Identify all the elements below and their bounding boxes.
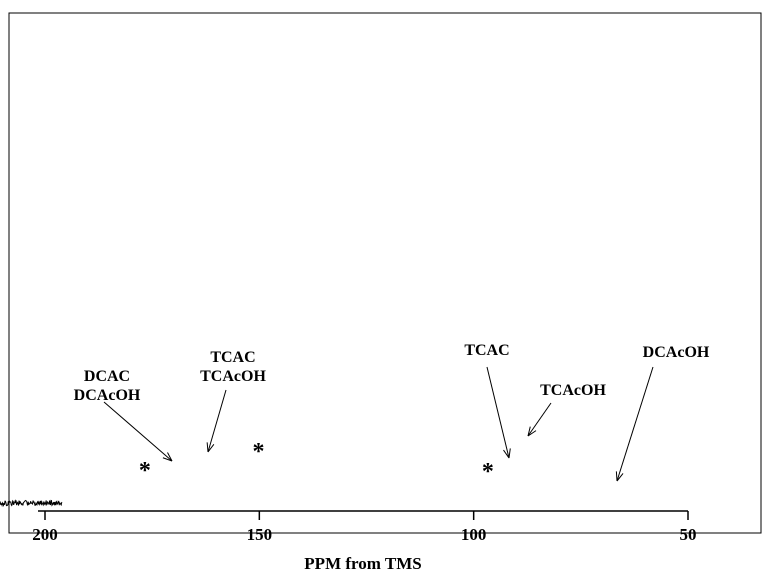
sideband-asterisk: * xyxy=(139,458,151,484)
x-tick-label: 100 xyxy=(461,525,487,544)
sideband-asterisk: * xyxy=(482,459,494,485)
peak-annotation: TCAC xyxy=(464,342,509,359)
peak-annotation: TCAC TCAcOH xyxy=(200,349,266,385)
annotation-arrowhead xyxy=(503,448,511,459)
annotation-arrowhead xyxy=(206,442,215,453)
annotation-arrow xyxy=(616,366,654,482)
x-axis-title: PPM from TMS xyxy=(304,554,421,573)
x-tick-label: 50 xyxy=(680,525,697,544)
annotation-arrow xyxy=(486,366,510,459)
peak-annotation: DCAcOH xyxy=(643,344,710,361)
plot-border xyxy=(8,12,762,534)
annotation-arrows xyxy=(103,366,654,482)
sideband-markers: * * * xyxy=(139,439,494,485)
annotation-arrow xyxy=(527,402,552,437)
x-axis-ticks xyxy=(44,511,689,520)
peak-annotation: DCAC DCAcOH xyxy=(74,368,141,404)
x-tick-label: 150 xyxy=(247,525,273,544)
sideband-asterisk: * xyxy=(252,439,264,465)
annotation-arrow xyxy=(103,401,173,462)
annotation-arrow xyxy=(207,389,227,453)
x-axis-tick-labels: 200 150 100 50 xyxy=(32,525,696,544)
peak-annotation: TCAcOH xyxy=(540,382,606,399)
annotation-arrowhead xyxy=(527,426,537,437)
annotation-arrowhead xyxy=(615,471,624,482)
x-tick-label: 200 xyxy=(32,525,58,544)
annotation-arrowhead xyxy=(162,452,173,462)
